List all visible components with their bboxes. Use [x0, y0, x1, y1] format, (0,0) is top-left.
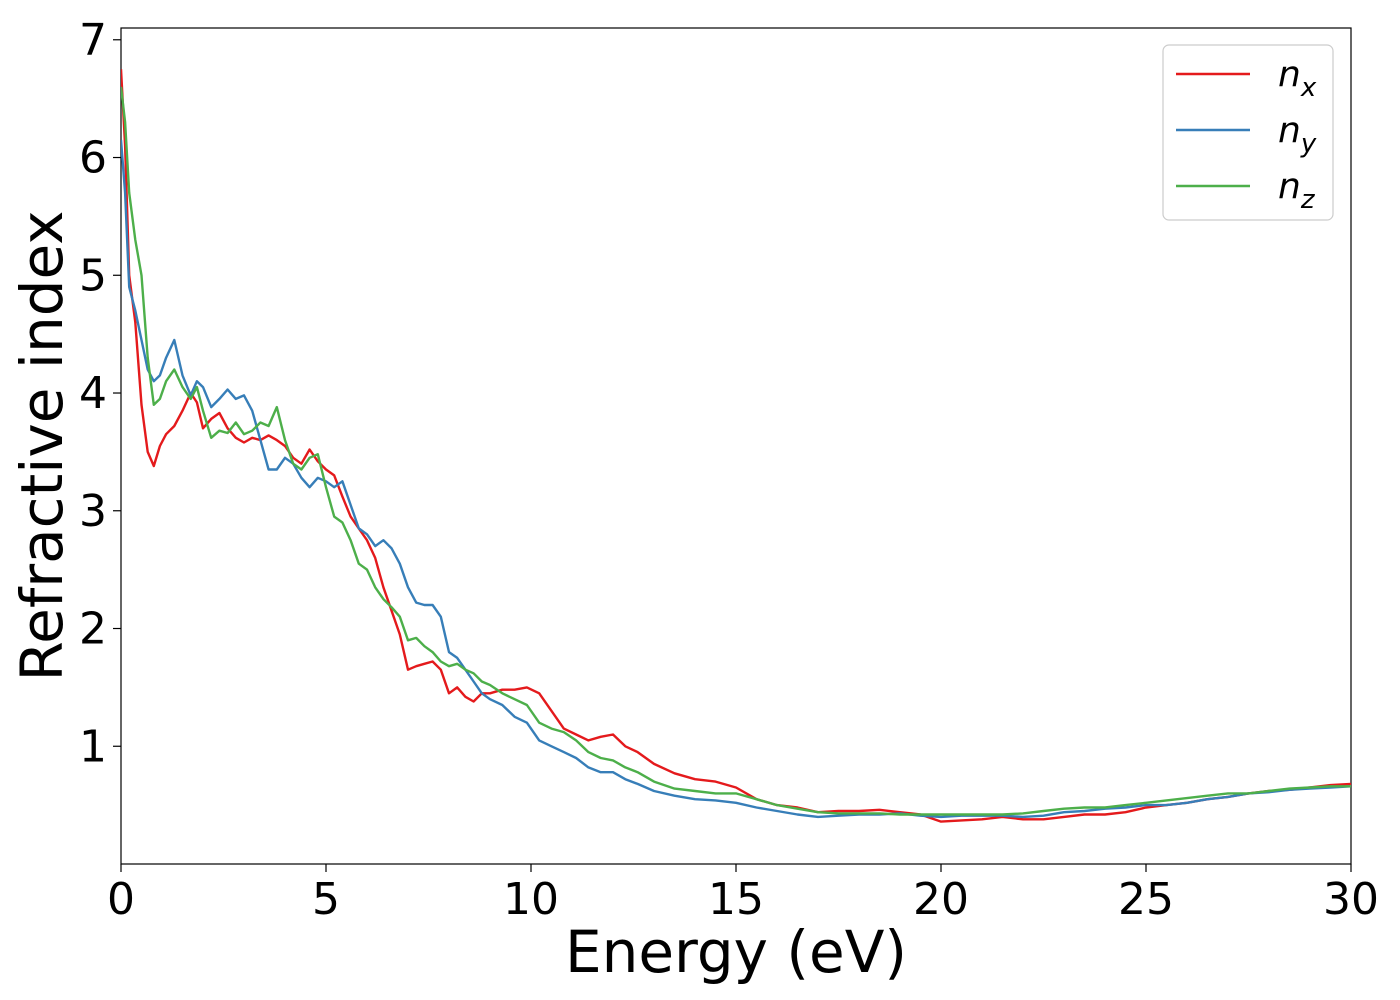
y-tick-label: 3 — [79, 486, 107, 537]
series-line-nx — [121, 69, 1351, 823]
series-line-nz — [121, 86, 1351, 816]
x-axis-title: Energy (eV) — [565, 918, 907, 986]
y-tick-label: 1 — [79, 721, 107, 772]
y-tick-label: 6 — [79, 133, 107, 184]
x-tick-label: 5 — [312, 874, 340, 925]
x-tick-label: 20 — [913, 874, 969, 925]
x-tick-label: 25 — [1118, 874, 1174, 925]
x-tick-label: 30 — [1323, 874, 1379, 925]
y-tick-label: 5 — [79, 250, 107, 301]
series-line-ny — [121, 139, 1351, 819]
legend-items: nx ny nz — [1176, 54, 1317, 215]
axis-ticks: 0 5 10 15 20 25 30 1 2 3 4 5 6 7 — [79, 15, 1379, 925]
legend-label-ny: ny — [1278, 110, 1317, 159]
y-tick-label: 7 — [79, 15, 107, 66]
legend: nx ny nz — [1162, 44, 1334, 221]
y-tick-label: 4 — [79, 368, 107, 419]
x-tick-label: 10 — [503, 874, 559, 925]
series-layer — [121, 69, 1351, 823]
legend-label-nz: nz — [1278, 166, 1316, 215]
x-tick-label: 15 — [708, 874, 764, 925]
y-tick-label: 2 — [79, 604, 107, 655]
y-axis-title: Refractive index — [8, 210, 76, 681]
legend-box — [1162, 44, 1334, 221]
x-tick-label: 0 — [107, 874, 135, 925]
legend-label-nx: nx — [1278, 54, 1317, 103]
